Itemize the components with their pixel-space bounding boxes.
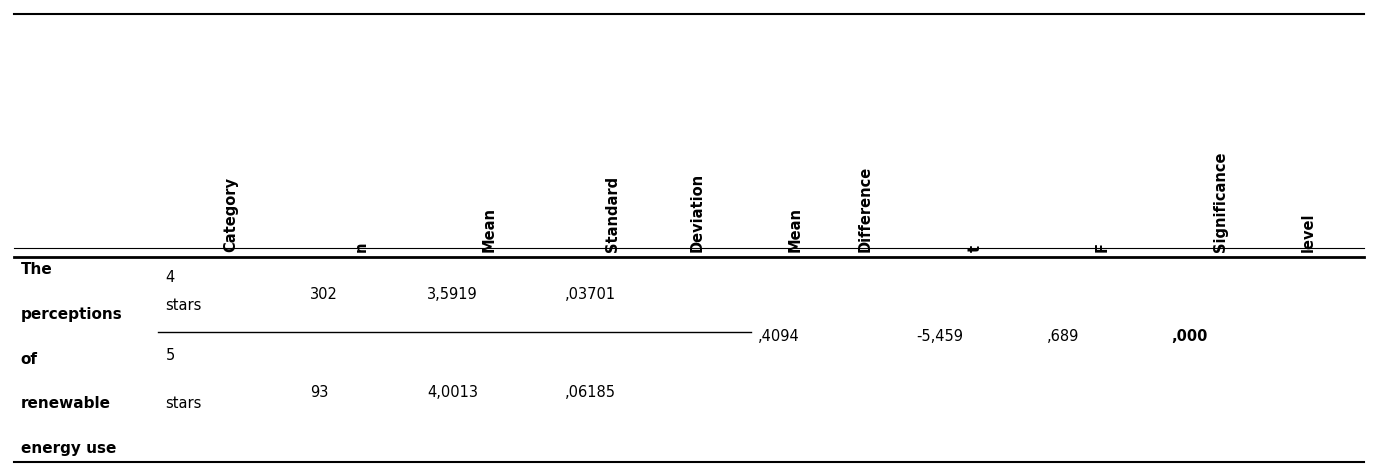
Text: renewable: renewable xyxy=(21,397,110,411)
Text: -5,459: -5,459 xyxy=(916,329,963,344)
Text: Mean: Mean xyxy=(482,207,496,252)
Text: Category: Category xyxy=(223,177,238,252)
Text: ,4094: ,4094 xyxy=(758,329,799,344)
Text: 3,5919: 3,5919 xyxy=(427,287,478,302)
Text: stars: stars xyxy=(165,298,201,313)
Text: of: of xyxy=(21,352,37,366)
Text: stars: stars xyxy=(165,396,201,411)
Text: 4,0013: 4,0013 xyxy=(427,385,478,399)
Text: Mean: Mean xyxy=(788,207,803,252)
Text: ,03701: ,03701 xyxy=(565,287,616,302)
Text: perceptions: perceptions xyxy=(21,307,123,322)
Text: F: F xyxy=(1096,242,1109,252)
Text: t: t xyxy=(967,245,983,252)
Text: energy use: energy use xyxy=(21,441,116,456)
Text: n: n xyxy=(354,242,369,252)
Text: level: level xyxy=(1301,212,1316,252)
Text: Difference: Difference xyxy=(857,166,872,252)
Text: Deviation: Deviation xyxy=(689,173,704,252)
Text: ,689: ,689 xyxy=(1047,329,1079,344)
Text: 93: 93 xyxy=(310,385,328,399)
Text: Standard: Standard xyxy=(605,176,620,252)
Text: Significance: Significance xyxy=(1213,152,1228,252)
Text: 5: 5 xyxy=(165,348,175,363)
Text: ,06185: ,06185 xyxy=(565,385,616,399)
Text: The: The xyxy=(21,262,52,277)
Text: 4: 4 xyxy=(165,270,175,285)
Text: ,000: ,000 xyxy=(1171,329,1207,344)
Text: 302: 302 xyxy=(310,287,338,302)
